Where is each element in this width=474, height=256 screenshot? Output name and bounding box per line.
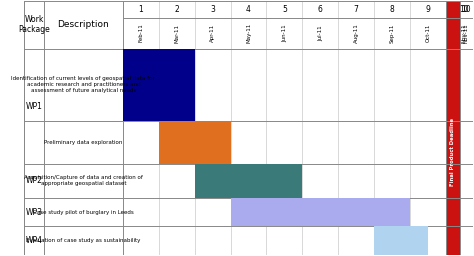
Bar: [123, 49, 195, 121]
Text: 5: 5: [282, 5, 287, 14]
Bar: [195, 164, 302, 198]
Text: May-11: May-11: [246, 23, 251, 43]
Text: 2: 2: [174, 5, 179, 14]
Text: Case study pilot of burglary in Leeds: Case study pilot of burglary in Leeds: [33, 210, 134, 215]
Text: WP1: WP1: [26, 102, 43, 111]
Text: WP4: WP4: [26, 236, 43, 246]
Text: Jun-11: Jun-11: [282, 24, 287, 42]
Text: WP2: WP2: [26, 176, 43, 185]
Text: Apr-11: Apr-11: [210, 24, 215, 42]
Text: 6: 6: [318, 5, 323, 14]
Text: Evaluation of case study as sustainability: Evaluation of case study as sustainabili…: [26, 238, 141, 243]
Text: Preliminary data exploration: Preliminary data exploration: [44, 140, 123, 145]
Text: Mar-11: Mar-11: [174, 24, 179, 42]
Text: 3: 3: [210, 5, 215, 14]
Text: Work
Package: Work Package: [18, 15, 50, 34]
Bar: [446, 1, 460, 255]
Bar: [374, 227, 428, 255]
Text: 1: 1: [138, 5, 143, 14]
Text: 9: 9: [426, 5, 430, 14]
Text: 7: 7: [354, 5, 359, 14]
Text: Jul-11: Jul-11: [318, 25, 323, 41]
Bar: [230, 198, 410, 227]
Text: Oct-11: Oct-11: [426, 24, 430, 42]
Text: Acquisition/Capture of data and creation of
appropriate geospatial dataset: Acquisition/Capture of data and creation…: [24, 175, 143, 186]
Text: Nov-11: Nov-11: [462, 23, 466, 43]
Text: Aug-11: Aug-11: [354, 23, 359, 43]
Text: Final Product Deadline: Final Product Deadline: [450, 118, 456, 186]
Text: 10: 10: [462, 5, 471, 14]
Text: 8: 8: [390, 5, 394, 14]
Text: 4: 4: [246, 5, 251, 14]
Text: Nov-11: Nov-11: [464, 23, 469, 43]
Text: WP3: WP3: [26, 208, 43, 217]
Text: 10: 10: [459, 5, 469, 14]
Bar: [159, 121, 230, 164]
Text: Sep-11: Sep-11: [390, 24, 395, 43]
Text: Identification of current levels of geospatial data for
academic research and pr: Identification of current levels of geos…: [11, 77, 155, 93]
Text: Description: Description: [57, 20, 109, 29]
Text: Feb-11: Feb-11: [138, 24, 143, 42]
